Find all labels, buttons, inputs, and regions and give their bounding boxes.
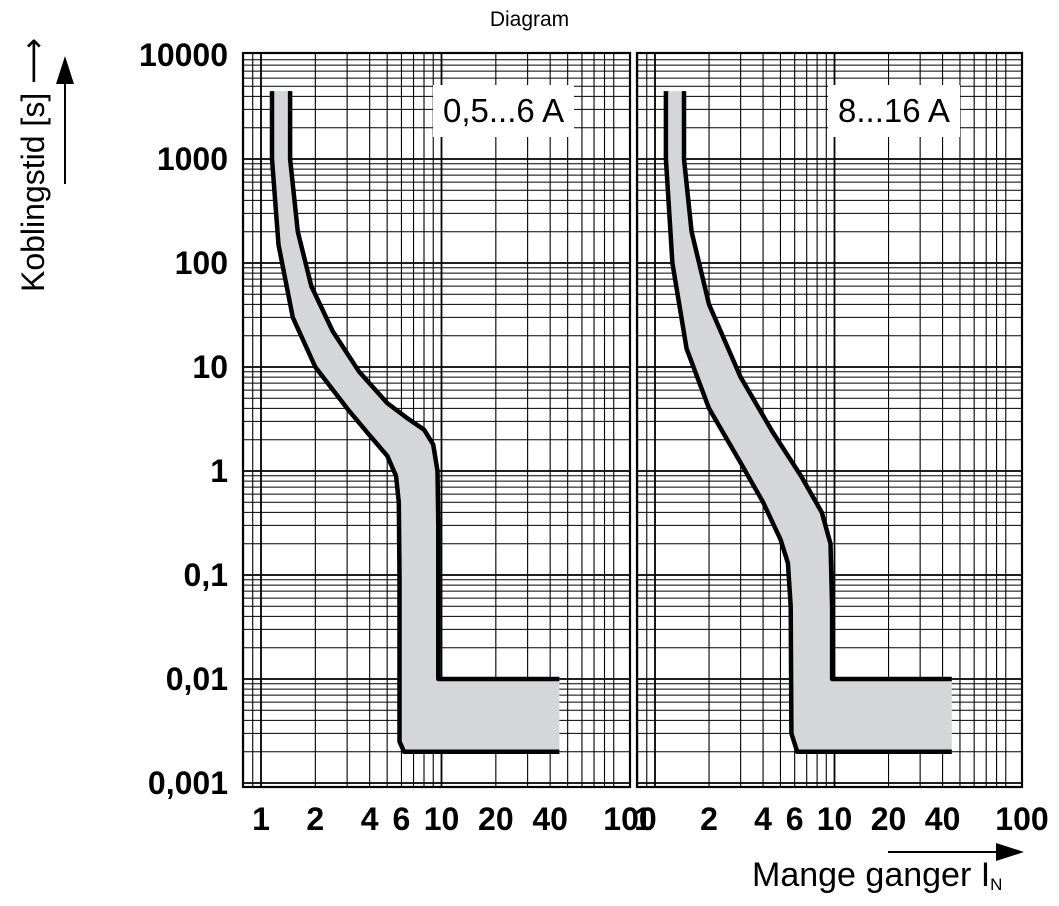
chart-title: Diagram	[489, 8, 570, 31]
panel-frame-2	[635, 51, 1024, 789]
x-tick-label: 1	[252, 801, 270, 837]
y-tick-label: 1000	[157, 141, 228, 177]
y-tick-label: 100	[175, 245, 228, 281]
x-tick-label: 2	[306, 801, 324, 837]
range-label-panel-2: 8...16 A	[828, 85, 960, 137]
x-tick-label: 10	[424, 801, 460, 837]
x-tick-label: 6	[393, 801, 411, 837]
x-axis-arrow-head	[996, 843, 1024, 861]
x-tick-label: 2	[700, 801, 718, 837]
y-tick-label: 10000	[139, 37, 228, 73]
lower-trip-curve-2	[663, 91, 952, 754]
trip-band-2	[665, 91, 952, 752]
x-tick-label: 4	[754, 801, 772, 837]
y-axis-arrow-head	[56, 56, 74, 84]
x-tick-label: 6	[786, 801, 804, 837]
range-label-panel-1: 0,5...6 A	[433, 85, 575, 137]
y-tick-label: 0,01	[166, 661, 228, 697]
upper-trip-curve-2	[681, 91, 952, 682]
x-axis-label-subscript: N	[990, 875, 1003, 894]
y-tick-label: 0,001	[148, 765, 228, 801]
y-tick-label: 10	[192, 349, 228, 385]
x-tick-label: 100	[995, 801, 1048, 837]
x-axis-label: Mange ganger IN	[752, 856, 1002, 895]
lower-trip-curve-1	[269, 91, 560, 754]
x-tick-label: 40	[532, 801, 568, 837]
y-tick-label: 1	[210, 453, 228, 489]
x-axis-label-text: Mange ganger I	[752, 856, 991, 894]
x-tick-label: 10	[817, 801, 853, 837]
x-tick-label: 40	[925, 801, 961, 837]
y-tick-label: 0,1	[184, 557, 228, 593]
x-tick-label: 100	[603, 801, 656, 837]
upper-trip-curve-1	[287, 91, 560, 682]
x-tick-label: 1	[634, 801, 652, 837]
x-tick-label: 20	[871, 801, 907, 837]
x-tick-label: 20	[478, 801, 514, 837]
x-tick-label: 4	[361, 801, 379, 837]
trip-band-1	[272, 91, 560, 752]
